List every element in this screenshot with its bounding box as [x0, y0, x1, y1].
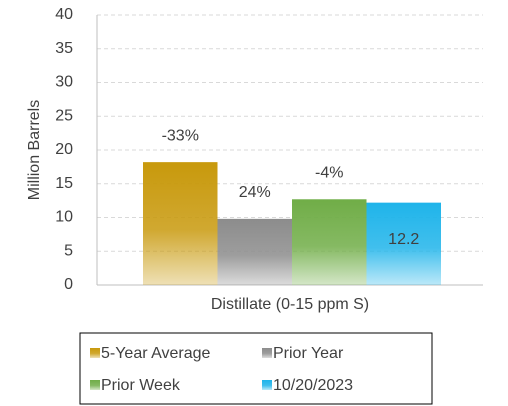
legend-swatch [262, 348, 272, 358]
y-tick-label: 30 [55, 74, 73, 91]
y-tick-label: 5 [64, 242, 73, 259]
y-tick-label: 10 [55, 209, 73, 226]
y-axis-label: Million Barrels [26, 100, 43, 200]
y-tick-label: 40 [55, 6, 73, 23]
legend-swatch [262, 380, 272, 390]
y-tick-label: 25 [55, 107, 73, 124]
bar [292, 199, 367, 285]
annotation: -33% [162, 127, 199, 144]
annotation: -4% [315, 164, 343, 181]
legend-swatch [90, 348, 100, 358]
bar [366, 202, 441, 285]
legend-label: 10/20/2023 [273, 377, 353, 394]
bar [143, 162, 218, 285]
legend-box [79, 332, 433, 405]
legend-swatch [90, 380, 100, 390]
x-tick-label: Distillate (0-15 ppm S) [211, 296, 369, 313]
y-tick-label: 0 [64, 276, 73, 293]
legend-label: Prior Year [273, 345, 344, 362]
value-label: 12.2 [388, 231, 419, 248]
y-tick-label: 15 [55, 175, 73, 192]
annotation: 24% [239, 184, 271, 201]
legend-label: 5-Year Average [101, 345, 211, 362]
bar [217, 218, 292, 285]
y-tick-label: 35 [55, 40, 73, 57]
y-tick-label: 20 [55, 141, 73, 158]
legend-label: Prior Week [101, 377, 181, 394]
